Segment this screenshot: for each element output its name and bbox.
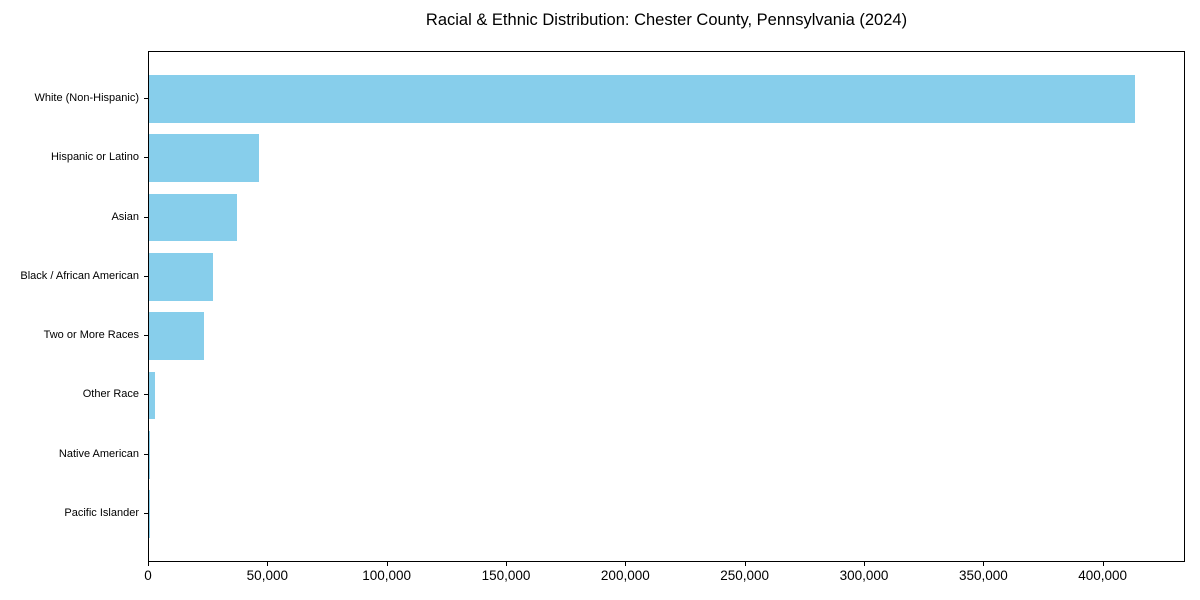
x-axis-tick-label: 250,000 bbox=[720, 568, 770, 583]
x-axis-tick-label: 150,000 bbox=[481, 568, 531, 583]
bar bbox=[149, 75, 1135, 123]
bar bbox=[149, 431, 151, 479]
y-axis-label: White (Non-Hispanic) bbox=[34, 91, 139, 104]
y-axis-label: Native American bbox=[58, 447, 139, 460]
y-axis-label: Other Race bbox=[82, 388, 139, 401]
bar bbox=[149, 193, 238, 242]
x-axis-tick bbox=[267, 562, 269, 566]
y-axis-tick bbox=[144, 216, 148, 218]
x-axis-tick-label: 400,000 bbox=[1078, 568, 1128, 583]
y-axis-tick bbox=[144, 157, 148, 159]
x-axis-tick-label: 0 bbox=[144, 568, 152, 583]
x-axis-tick-label: 200,000 bbox=[600, 568, 650, 583]
y-axis-tick bbox=[144, 335, 148, 337]
y-axis-label: Hispanic or Latino bbox=[50, 151, 139, 164]
x-axis-tick-label: 50,000 bbox=[246, 568, 288, 583]
y-axis-label: Pacific Islander bbox=[64, 507, 139, 520]
x-axis-tick bbox=[625, 562, 627, 566]
y-axis-label: Black / African American bbox=[20, 269, 139, 282]
y-axis-tick bbox=[144, 394, 148, 396]
x-axis-tick bbox=[506, 562, 507, 566]
x-axis-tick bbox=[148, 562, 149, 566]
x-axis-tick bbox=[864, 562, 865, 566]
x-axis-tick bbox=[744, 562, 746, 566]
x-axis-tick bbox=[983, 562, 985, 566]
y-axis-tick bbox=[144, 97, 148, 99]
y-axis-label: Two or More Races bbox=[43, 329, 139, 342]
bar bbox=[149, 134, 259, 182]
x-axis-tick-label: 350,000 bbox=[958, 568, 1008, 583]
bar bbox=[149, 312, 204, 360]
y-axis-tick bbox=[144, 453, 148, 455]
bar bbox=[149, 371, 155, 420]
y-axis-tick bbox=[144, 275, 148, 277]
x-axis-tick-label: 300,000 bbox=[839, 568, 889, 583]
y-axis-label: Asian bbox=[111, 210, 139, 223]
chart-title: Racial & Ethnic Distribution: Chester Co… bbox=[425, 11, 908, 29]
x-axis-tick bbox=[386, 562, 388, 566]
bar bbox=[149, 253, 214, 301]
plot-area bbox=[148, 51, 1185, 562]
x-axis-tick bbox=[1102, 562, 1104, 566]
x-axis-tick-label: 100,000 bbox=[362, 568, 412, 583]
y-axis-tick bbox=[144, 513, 148, 515]
